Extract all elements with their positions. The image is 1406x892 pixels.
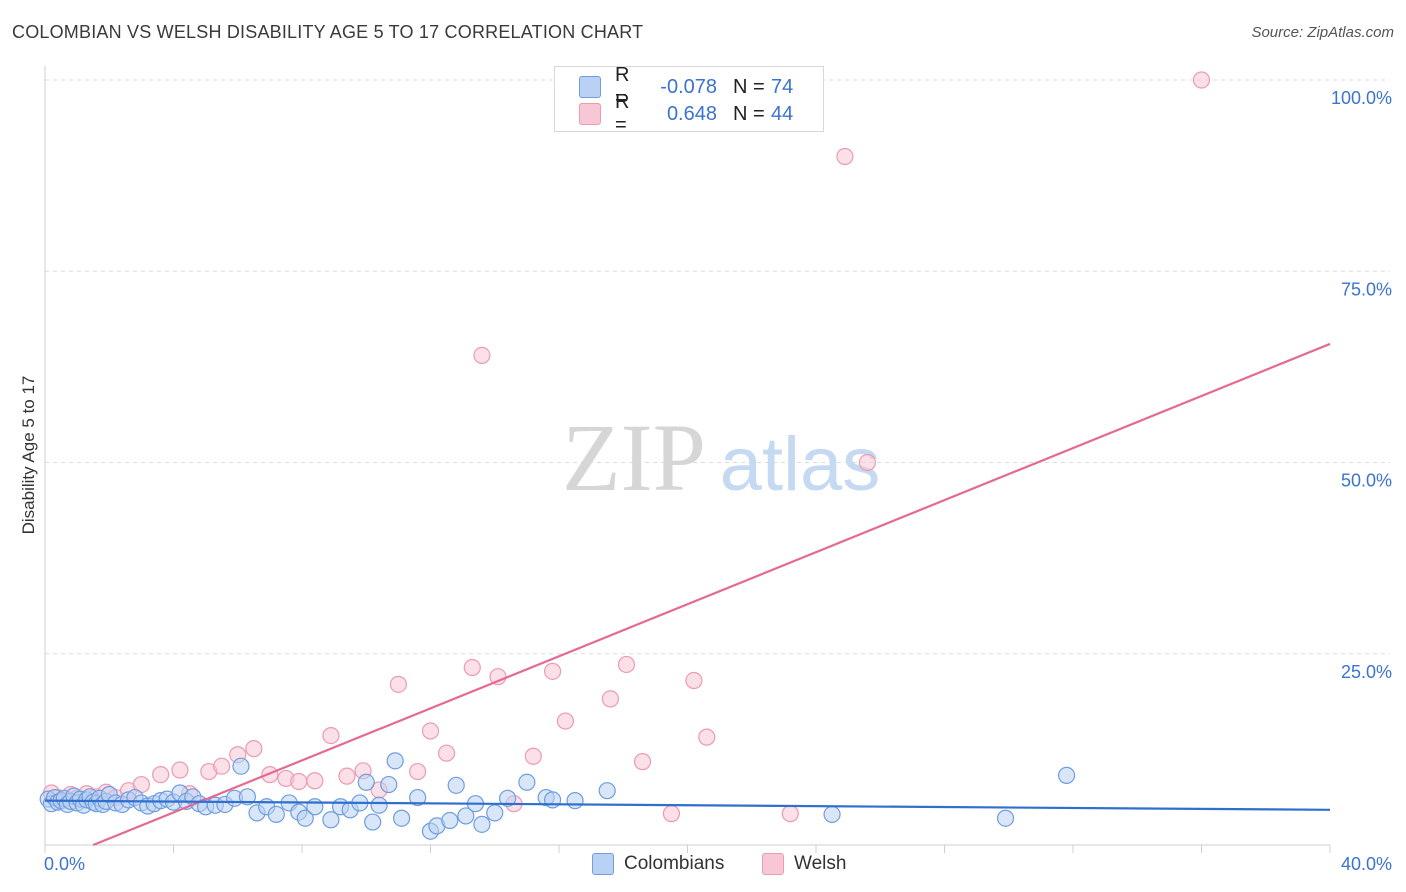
welsh-point (322, 727, 340, 745)
welsh-point (698, 728, 716, 746)
welsh-point (1192, 71, 1211, 89)
colombian-point (486, 804, 504, 822)
bottom-legend-colombians: Colombians (592, 851, 724, 877)
welsh-point (685, 671, 703, 690)
colombian-point (380, 775, 398, 794)
colombian-point (566, 792, 584, 810)
colombian-point (1057, 766, 1076, 784)
welsh-point (437, 744, 456, 762)
welsh-legend-label: Welsh (794, 853, 847, 874)
legend-row-welsh: R = 0.648 N = 44 (579, 91, 794, 136)
gridlines (45, 79, 1390, 655)
colombians-legend-label: Colombians (624, 853, 725, 874)
y-tick-label: 25.0% (1341, 662, 1392, 682)
welsh-point (389, 675, 407, 693)
welsh-point (409, 762, 427, 781)
colombian-point (238, 788, 256, 806)
colombian-point (296, 809, 314, 827)
y-tick-label: 50.0% (1341, 471, 1392, 491)
x-tick-label-min: 0.0% (44, 854, 85, 874)
colombian-point (457, 807, 475, 825)
welsh-point (338, 767, 356, 785)
welsh-point (858, 453, 877, 472)
colombian-point (386, 752, 404, 770)
welsh-point (290, 772, 308, 791)
colombian-point (267, 805, 285, 824)
axes (44, 66, 1331, 853)
colombians-legend-swatch (592, 853, 614, 875)
welsh-point (601, 690, 620, 708)
welsh-point (617, 655, 636, 674)
colombian-point (473, 815, 491, 833)
colombian-point (357, 773, 375, 791)
colombian-point (518, 773, 536, 791)
trend-lines (44, 342, 1331, 847)
watermark-atlas: atlas (720, 422, 881, 507)
colombian-point (392, 809, 411, 827)
n-label: N = (733, 75, 765, 98)
welsh-point (633, 753, 652, 771)
tick-labels: 25.0% 50.0% 75.0% 100.0% 0.0% 40.0% (44, 88, 1392, 874)
colombian-point (441, 811, 459, 830)
colombian-point (364, 813, 382, 831)
welsh-point (781, 805, 799, 823)
colombian-point (823, 805, 841, 824)
y-tick-label: 75.0% (1341, 279, 1392, 299)
colombian-point (322, 811, 340, 829)
welsh-point (213, 757, 231, 775)
r-value: 0.648 (666, 102, 717, 125)
welsh-point (152, 766, 170, 784)
r-label: R = (615, 64, 630, 109)
bottom-legend-welsh: Welsh (762, 851, 846, 877)
welsh-point (662, 805, 681, 823)
r-value: -0.078 (660, 75, 717, 98)
welsh-point (306, 772, 324, 790)
welsh-legend-swatch (762, 853, 784, 875)
watermark-zip: ZIP (562, 404, 706, 511)
welsh-swatch (579, 103, 601, 125)
welsh-point (171, 761, 189, 779)
welsh-point (421, 722, 440, 740)
colombian-point (499, 789, 517, 807)
colombian-trend-line (44, 799, 1331, 811)
colombian-point (598, 782, 616, 800)
colombian-points (39, 752, 1076, 840)
y-axis-label: Disability Age 5 to 17 (19, 376, 38, 535)
n-label: N = (733, 102, 765, 125)
source-label: Source: ZipAtlas.com (1251, 24, 1394, 41)
correlation-legend: R = -0.078 N = 74 R = 0.648 N = 44 (554, 64, 824, 136)
colombian-point (447, 776, 465, 794)
colombian-point (306, 798, 324, 816)
welsh-point (245, 740, 263, 758)
colombians-swatch (579, 76, 601, 98)
welsh-point (463, 658, 481, 677)
welsh-point (473, 346, 491, 364)
colombian-point (543, 791, 562, 809)
legend-row-colombians: R = -0.078 N = 74 (579, 64, 794, 109)
welsh-point (556, 712, 575, 730)
n-value: 44 (771, 102, 794, 125)
r-label: R = (615, 91, 630, 136)
n-value: 74 (771, 75, 794, 98)
welsh-point (524, 747, 542, 765)
colombian-point (370, 796, 388, 814)
chart-title: COLOMBIAN VS WELSH DISABILITY AGE 5 TO 1… (12, 22, 644, 42)
welsh-trend-line (92, 342, 1331, 847)
y-tick-label: 100.0% (1331, 88, 1392, 108)
colombian-point (232, 757, 250, 775)
welsh-point (543, 662, 562, 680)
colombian-point (409, 788, 427, 807)
colombian-point (996, 809, 1015, 827)
welsh-point (836, 147, 854, 166)
x-tick-label-max: 40.0% (1341, 854, 1392, 874)
